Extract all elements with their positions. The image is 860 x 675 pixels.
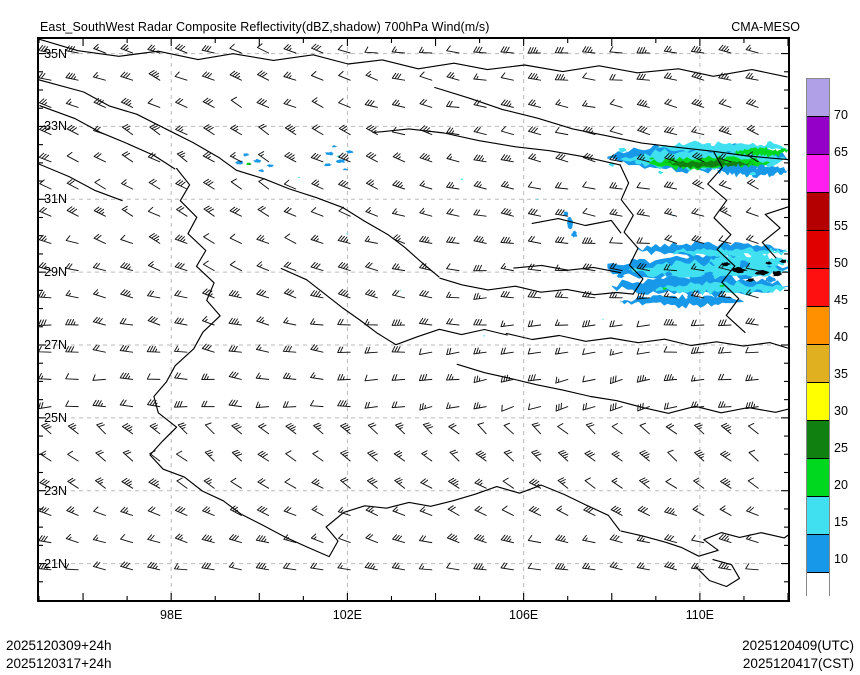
colorbar-tick-30: 30 <box>834 404 848 418</box>
map-plot-area <box>37 37 790 602</box>
colorbar-band-0 <box>807 79 829 117</box>
lon-tick-102: 102E <box>332 608 363 622</box>
colorbar-band-13 <box>807 573 829 610</box>
lat-tick-23: 23N <box>44 483 67 498</box>
colorbar-tick-35: 35 <box>834 367 848 381</box>
footer-init-time-cst: 2025120317+24h <box>6 656 112 671</box>
lon-tick-110: 110E <box>685 608 715 622</box>
gridlines <box>39 39 788 600</box>
colorbar-tick-10: 10 <box>834 552 848 566</box>
lat-tick-31: 31N <box>44 192 67 207</box>
lat-tick-25: 25N <box>44 410 67 425</box>
agency-label: CMA-MESO <box>731 20 800 34</box>
lat-tick-27: 27N <box>44 338 67 352</box>
colorbar-band-9 <box>807 421 829 459</box>
map-canvas <box>39 39 788 600</box>
page-title: East_SouthWest Radar Composite Reflectiv… <box>40 20 490 34</box>
colorbar-band-5 <box>807 269 829 307</box>
colorbar-tick-25: 25 <box>834 441 848 455</box>
colorbar-tick-60: 60 <box>834 182 848 196</box>
colorbar-tick-55: 55 <box>834 219 848 233</box>
colorbar-tick-40: 40 <box>834 330 848 344</box>
lat-tick-35: 35N <box>44 46 67 61</box>
footer-valid-time-utc: 2025120409(UTC) <box>742 638 854 653</box>
colorbar-band-10 <box>807 459 829 497</box>
colorbar-band-1 <box>807 117 829 155</box>
colorbar-tick-50: 50 <box>834 256 848 270</box>
colorbar-band-2 <box>807 155 829 193</box>
wind-barbs-700hpa <box>39 43 759 571</box>
axis-ticks <box>39 39 788 600</box>
colorbar-tick-15: 15 <box>834 515 848 529</box>
lon-tick-98: 98E <box>160 608 183 622</box>
footer-valid-time-cst: 2025120417(CST) <box>742 656 854 671</box>
lon-tick-106: 106E <box>509 608 539 622</box>
geographic-boundaries <box>39 39 788 588</box>
colorbar-band-11 <box>807 497 829 535</box>
colorbar-band-3 <box>807 193 829 231</box>
colorbar-band-12 <box>807 535 829 573</box>
lat-tick-21: 21N <box>44 556 67 571</box>
colorbar-band-8 <box>807 383 829 421</box>
lat-tick-29: 29N <box>44 265 67 280</box>
colorbar-tick-45: 45 <box>834 293 848 307</box>
colorbar-band-4 <box>807 231 829 269</box>
colorbar-band-6 <box>807 307 829 345</box>
radar-reflectivity-echoes <box>234 140 788 337</box>
reflectivity-colorbar <box>806 78 830 610</box>
lat-tick-33: 33N <box>44 119 67 134</box>
footer-init-time-utc: 2025120309+24h <box>6 638 112 653</box>
colorbar-tick-20: 20 <box>834 478 848 492</box>
colorbar-tick-70: 70 <box>834 108 848 122</box>
colorbar-tick-65: 65 <box>834 145 848 159</box>
colorbar-band-7 <box>807 345 829 383</box>
